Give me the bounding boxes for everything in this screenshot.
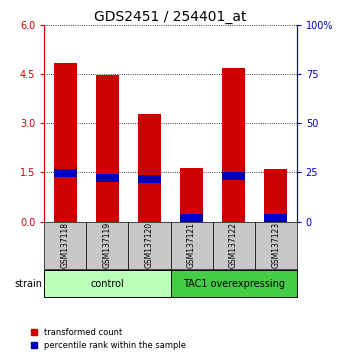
- Bar: [170, 222, 212, 269]
- Bar: [138, 175, 161, 183]
- Bar: [44, 222, 86, 269]
- Text: GSM137122: GSM137122: [229, 222, 238, 268]
- Text: control: control: [91, 279, 124, 289]
- Bar: [212, 222, 255, 269]
- Text: GSM137120: GSM137120: [145, 222, 154, 268]
- Bar: [222, 68, 245, 222]
- Bar: [255, 222, 297, 269]
- Text: GSM137123: GSM137123: [271, 222, 280, 268]
- Bar: [129, 222, 170, 269]
- Bar: [170, 270, 297, 297]
- Text: strain: strain: [14, 279, 42, 289]
- Title: GDS2451 / 254401_at: GDS2451 / 254401_at: [94, 10, 247, 24]
- Bar: [96, 175, 119, 182]
- Text: TAC1 overexpressing: TAC1 overexpressing: [182, 279, 285, 289]
- Bar: [180, 167, 203, 222]
- Bar: [222, 172, 245, 180]
- Bar: [54, 169, 77, 177]
- Text: GSM137121: GSM137121: [187, 222, 196, 268]
- Text: GSM137119: GSM137119: [103, 222, 112, 268]
- Bar: [264, 169, 287, 222]
- Bar: [180, 214, 203, 222]
- Bar: [86, 222, 129, 269]
- Bar: [96, 75, 119, 222]
- Bar: [264, 214, 287, 222]
- Text: GSM137118: GSM137118: [61, 222, 70, 268]
- Bar: [54, 63, 77, 222]
- Legend: transformed count, percentile rank within the sample: transformed count, percentile rank withi…: [31, 328, 186, 350]
- Bar: [44, 270, 170, 297]
- Bar: [138, 114, 161, 222]
